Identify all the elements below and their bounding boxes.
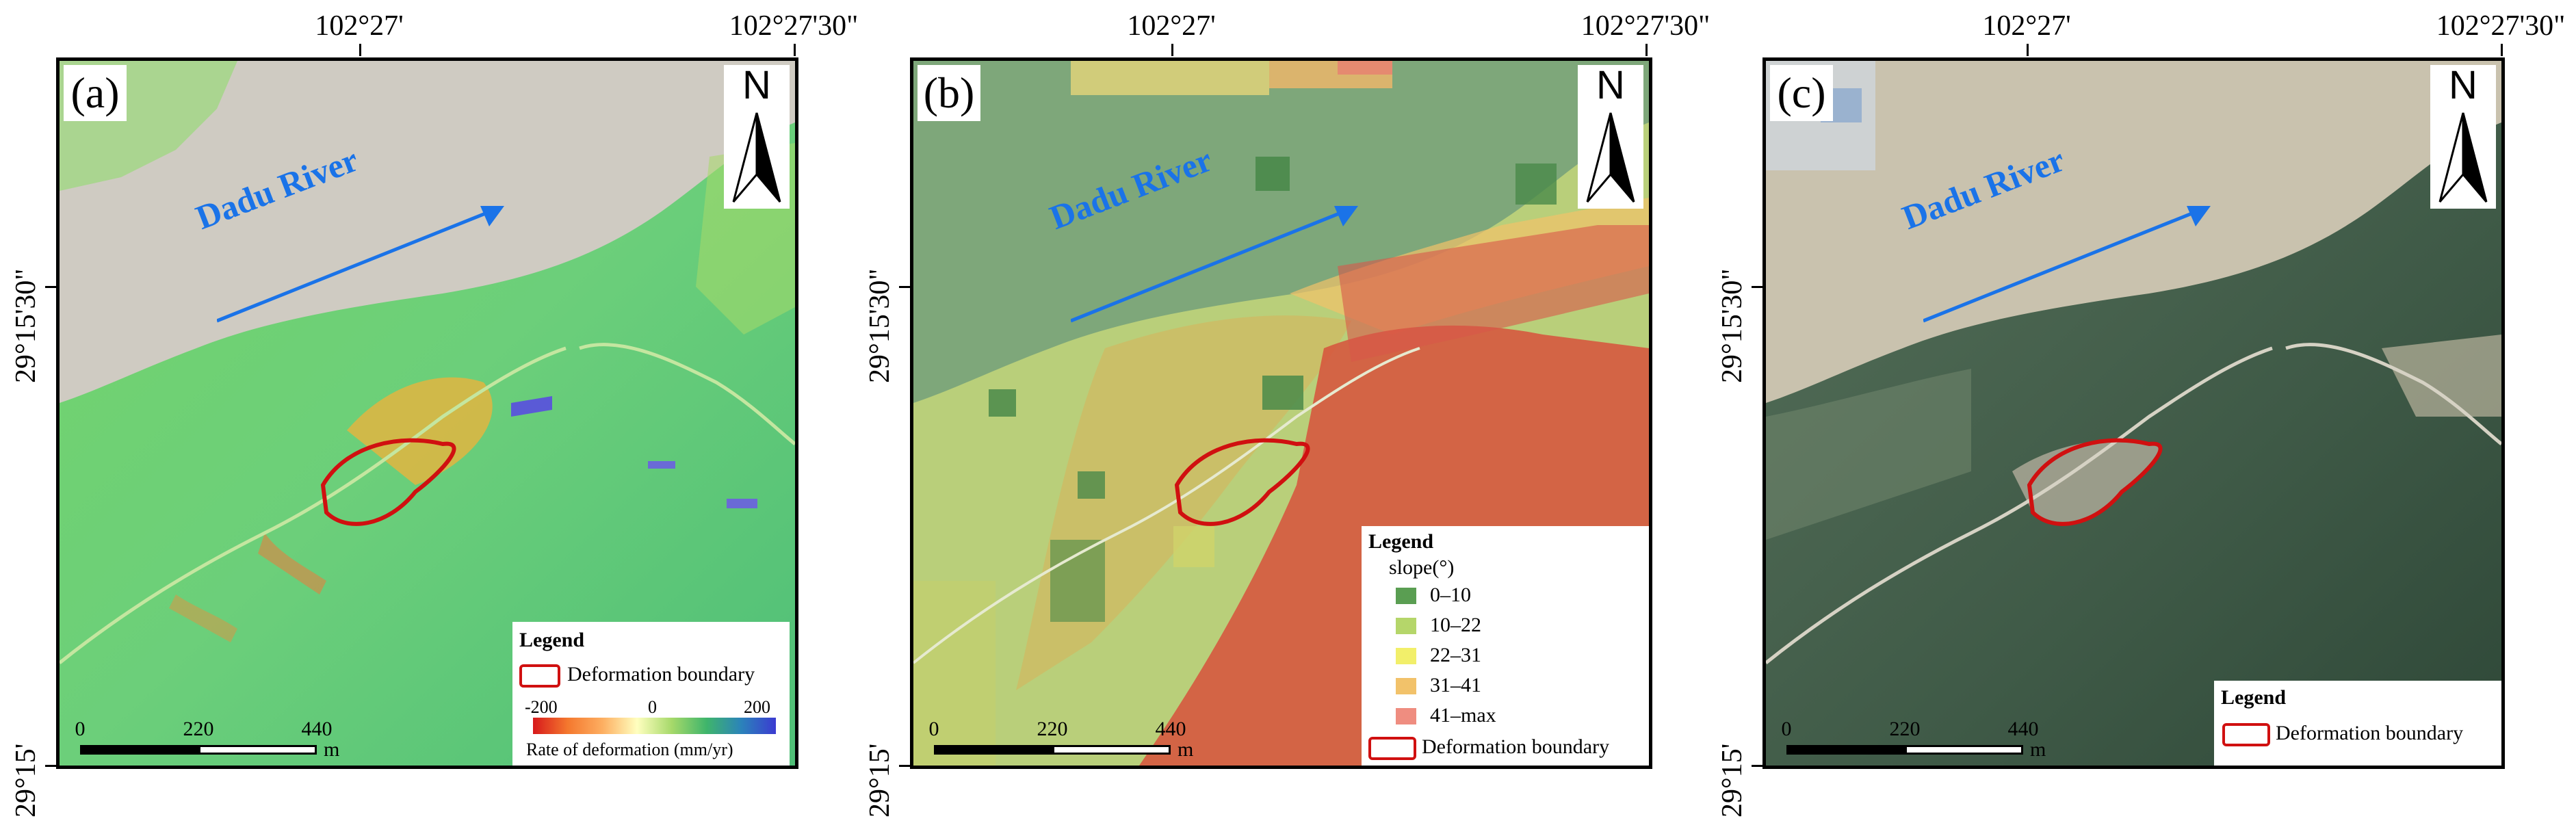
deformation-color-ramp [533, 718, 776, 734]
boundary-swatch [519, 664, 560, 688]
ramp-tick-mid: 0 [648, 697, 657, 717]
lat-tick [899, 286, 911, 288]
scale-bar: 0 220 440 m [1782, 718, 2074, 766]
scale-bar-graphic [1786, 745, 2023, 755]
slope-class-label: 41–max [1430, 704, 1496, 727]
scale-tick: 440 [1155, 718, 1186, 740]
lon-tick [1645, 44, 1648, 56]
lat-label-upper: 29°15'30" [864, 268, 896, 383]
scale-tick: 0 [75, 718, 86, 740]
legend-c: Legend Deformation boundary [2214, 681, 2501, 766]
north-arrow: N [724, 63, 790, 209]
scale-tick: 220 [1037, 718, 1068, 740]
north-label: N [742, 63, 771, 107]
scale-unit: m [324, 738, 340, 761]
map-frame-b: (b) N Dadu River 0 220 440 m Legend slop… [910, 57, 1652, 769]
legend-b: Legend slope(°) 0–10 10–22 22–31 31–41 4… [1362, 526, 1649, 766]
north-arrow: N [2430, 63, 2496, 209]
north-arrow: N [1578, 63, 1643, 209]
ramp-tick-max: 200 [744, 697, 770, 717]
legend-title: Legend [519, 629, 585, 651]
river-direction-arrow-icon [1071, 206, 1358, 323]
river-direction-arrow-icon [1923, 206, 2211, 323]
lat-label-upper: 29°15'30" [10, 268, 42, 383]
lon-tick [2027, 44, 2029, 56]
scale-bar: 0 220 440 m [929, 718, 1221, 766]
legend-boundary-label: Deformation boundary [2276, 722, 2464, 744]
slope-class-label: 10–22 [1430, 614, 1481, 636]
slope-title: slope(°) [1389, 556, 1455, 579]
slope-swatch-10-22 [1396, 618, 1416, 634]
boundary-swatch [1368, 737, 1416, 760]
scale-bar-graphic [934, 745, 1171, 755]
slope-swatch-22-31 [1396, 648, 1416, 664]
lat-tick [899, 765, 911, 767]
lat-tick [1752, 765, 1764, 767]
lon-label-left: 102°27' [1982, 10, 2071, 42]
legend-title: Legend [1368, 530, 1434, 553]
scale-unit: m [1178, 738, 1194, 761]
scale-tick: 440 [301, 718, 333, 740]
north-label: N [2449, 63, 2477, 107]
north-arrow-icon [732, 112, 781, 203]
scale-bar-graphic [80, 745, 317, 755]
north-arrow-icon [2438, 112, 2488, 203]
lat-label-lower: 29°15' [864, 743, 896, 818]
lon-tick [2501, 44, 2503, 56]
legend-a: Legend Deformation boundary -200 0 200 R… [512, 622, 790, 766]
scale-tick: 440 [2007, 718, 2039, 740]
scale-tick: 0 [1781, 718, 1792, 740]
lat-label-lower: 29°15' [10, 743, 42, 818]
ramp-caption: Rate of deformation (mm/yr) [526, 740, 733, 759]
map-frame-a: (a) N Dadu River 0 220 440 m Legend Def [56, 57, 798, 769]
legend-boundary-label: Deformation boundary [1422, 735, 1610, 758]
scale-tick: 220 [1889, 718, 1921, 740]
lat-tick [45, 286, 57, 288]
boundary-swatch [2222, 723, 2270, 746]
lon-label-right: 102°27'30" [729, 10, 859, 42]
slope-class-label: 31–41 [1430, 674, 1481, 696]
lat-label-upper: 29°15'30" [1717, 268, 1748, 383]
lon-tick [359, 44, 361, 56]
map-frame-c: (c) N Dadu River 0 220 440 m Legend Def [1762, 57, 2505, 769]
lat-label-lower: 29°15' [1717, 743, 1748, 818]
north-label: N [1596, 63, 1625, 107]
lon-tick [794, 44, 796, 56]
river-direction-arrow-icon [217, 206, 504, 323]
slope-class-label: 0–10 [1430, 584, 1471, 606]
ramp-tick-min: -200 [525, 697, 558, 717]
slope-swatch-0-10 [1396, 588, 1416, 604]
slope-swatch-41-max [1396, 708, 1416, 724]
slope-class-label: 22–31 [1430, 644, 1481, 666]
lat-tick [1752, 286, 1764, 288]
lon-label-left: 102°27' [1127, 10, 1216, 42]
scale-unit: m [2030, 738, 2046, 761]
lon-label-right: 102°27'30" [1580, 10, 1710, 42]
lon-label-right: 102°27'30" [2436, 10, 2566, 42]
north-arrow-icon [1586, 112, 1635, 203]
panel-label: (b) [918, 65, 980, 121]
scale-tick: 220 [183, 718, 214, 740]
panel-label: (c) [1770, 65, 1833, 121]
lon-tick [1171, 44, 1173, 56]
panel-label: (a) [64, 65, 127, 121]
slope-swatch-31-41 [1396, 678, 1416, 694]
scale-bar: 0 220 440 m [75, 718, 367, 766]
lat-tick [45, 765, 57, 767]
lon-label-left: 102°27' [315, 10, 404, 42]
satellite-image [1766, 61, 2501, 766]
legend-boundary-label: Deformation boundary [567, 663, 755, 685]
scale-tick: 0 [928, 718, 939, 740]
legend-title: Legend [2221, 686, 2287, 709]
